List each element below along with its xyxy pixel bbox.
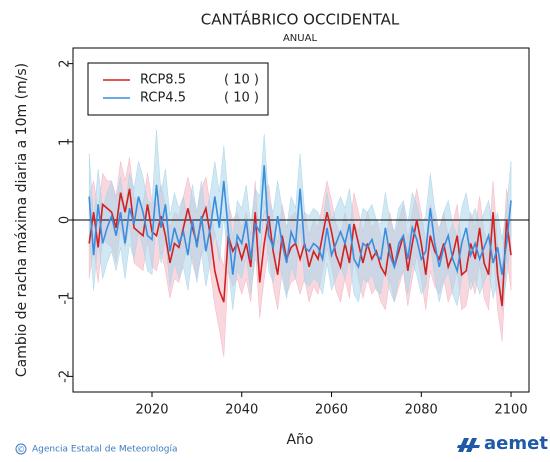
copyright-circle	[15, 443, 27, 455]
x-tick-label: 2080	[405, 403, 438, 418]
y-axis-label: Cambio de racha máxima diaria a 10m (m/s…	[14, 63, 30, 377]
legend-label: RCP4.5	[140, 91, 186, 106]
y-tick-label: -1	[58, 292, 73, 305]
legend-note: ( 10 )	[224, 91, 259, 106]
logo: aemet	[484, 433, 548, 454]
footer-symbol: ©	[17, 445, 25, 454]
y-tick-label: 1	[58, 138, 73, 146]
legend-box	[87, 62, 269, 116]
y-tick-label: 0	[58, 216, 73, 224]
y-tick-label: 2	[58, 59, 73, 67]
footer: Agencia Estatal de Meteorología	[32, 445, 178, 455]
series-line	[88, 188, 512, 307]
x-tick-label: 2100	[495, 403, 528, 418]
legend-note: ( 10 )	[224, 73, 259, 88]
logo-icon	[457, 438, 480, 452]
legend-label: RCP8.5	[140, 73, 186, 88]
chart-subtitle: ANUAL	[283, 33, 317, 44]
x-tick-label: 2020	[135, 403, 168, 418]
x-tick-label: 2040	[225, 403, 258, 418]
chart-title: CANTÁBRICO OCCIDENTAL	[201, 10, 400, 29]
y-tick-label: -2	[58, 370, 73, 383]
series-line	[88, 165, 512, 275]
x-axis-label: Año	[286, 432, 313, 448]
x-tick-label: 2060	[315, 403, 348, 418]
